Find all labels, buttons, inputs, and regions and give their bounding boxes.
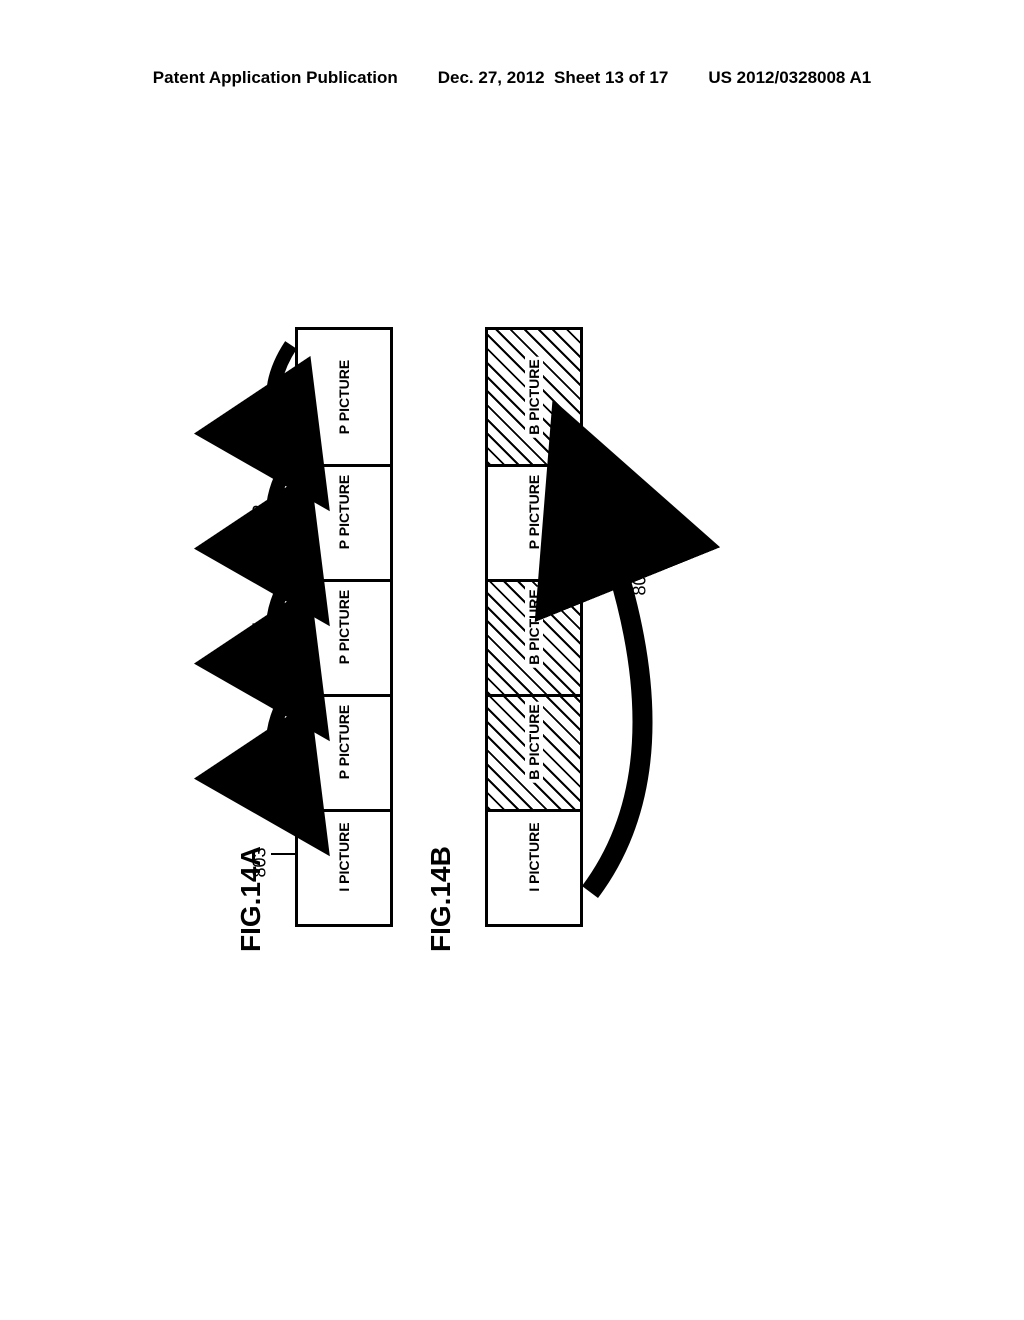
rowA-frame-3-label: P PICTURE <box>335 472 353 552</box>
arrow-a-3 <box>273 460 291 568</box>
arrow-b-804 <box>590 492 643 892</box>
ref-802: 802 <box>250 504 271 534</box>
figure-canvas: FIG.14A FIG.14B I PICTUREP PICTUREP PICT… <box>85 192 935 1012</box>
ref-801: 801 <box>250 619 271 649</box>
rowB-frame-2-label: B PICTURE <box>525 586 543 667</box>
rowB-frame-3-label: P PICTURE <box>525 472 543 552</box>
ref-804: 804 <box>630 565 651 595</box>
rowB-frame-4-label: B PICTURE <box>525 356 543 437</box>
leader-804 <box>588 571 618 573</box>
rowA-frame-0-label: I PICTURE <box>335 819 353 894</box>
leader-801 <box>271 625 295 627</box>
header-right: US 2012/0328008 A1 <box>708 68 871 88</box>
fig14b-label: FIG.14B <box>425 846 457 952</box>
leader-802 <box>271 510 295 512</box>
arrow-a-1 <box>273 690 291 798</box>
rowA-frame-1-label: P PICTURE <box>335 702 353 782</box>
page-header: Patent Application Publication Dec. 27, … <box>0 68 1024 88</box>
leader-803 <box>271 853 295 855</box>
rowA-frame-4-label: P PICTURE <box>335 357 353 437</box>
header-left: Patent Application Publication <box>153 68 398 88</box>
header-mid: Dec. 27, 2012 Sheet 13 of 17 <box>438 68 669 88</box>
rowB-frame-0-label: I PICTURE <box>525 819 543 894</box>
rowB-frame-1-label: B PICTURE <box>525 701 543 782</box>
arrow-a-2 <box>273 575 291 683</box>
rowA-frame-4: P PICTURE <box>295 327 393 467</box>
ref-803: 803 <box>250 847 271 877</box>
rowA-frame-2-label: P PICTURE <box>335 587 353 667</box>
rowB-frame-4: B PICTURE <box>485 327 583 467</box>
arrow-a-4 <box>273 345 291 453</box>
